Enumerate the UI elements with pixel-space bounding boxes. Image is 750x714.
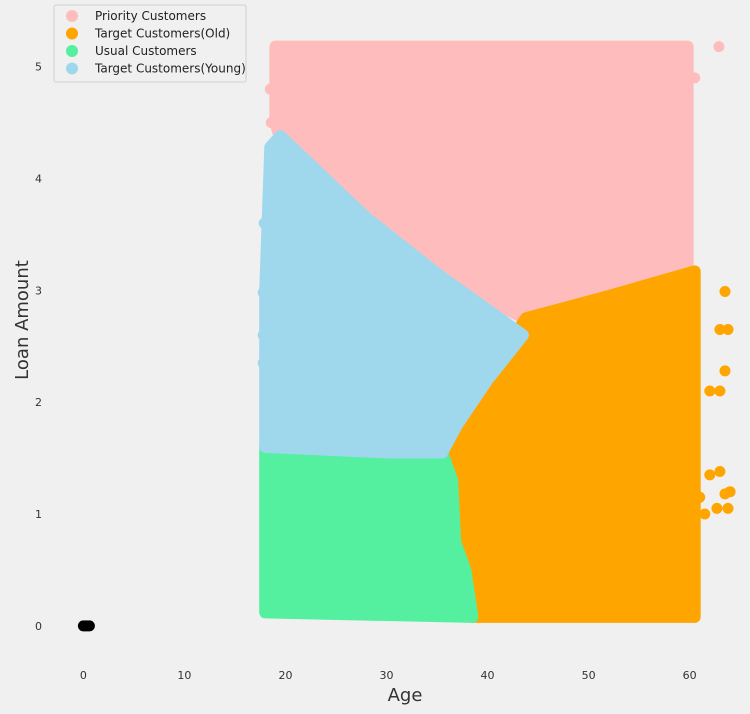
cluster-region-target-customers-young <box>259 130 529 459</box>
scatter-point-target-customers-young-3 <box>257 357 269 369</box>
legend-label-target-customers-old: Target Customers(Old) <box>94 27 230 41</box>
scatter-point-priority-customers-1 <box>265 117 277 129</box>
y-tick-labels: 0 1 2 3 4 5 <box>35 61 42 633</box>
scatter-point-target-customers-old-1 <box>714 324 726 335</box>
x-tick-label: 50 <box>582 669 596 682</box>
x-tick-label: 40 <box>481 669 495 682</box>
legend-marker-target-customers-young <box>66 62 78 75</box>
scatter-point-target-customers-old-2 <box>722 324 734 335</box>
scatter-point-target-customers-old-9 <box>711 502 723 514</box>
legend-label-target-customers-young: Target Customers(Young) <box>94 62 246 76</box>
scatter-point-target-customers-old-0 <box>719 286 731 297</box>
scatter-point-unlabeled-3 <box>83 620 95 632</box>
scatter-point-target-customers-old-7 <box>714 466 726 477</box>
scatter-point-target-customers-old-5 <box>714 385 726 397</box>
y-tick-label: 3 <box>35 284 42 297</box>
scatter-point-target-customers-old-8 <box>699 508 711 520</box>
scatter-point-target-customers-old-4 <box>704 385 716 397</box>
scatter-point-target-customers-old-13 <box>724 486 736 498</box>
scatter-point-target-customers-young-0 <box>258 217 270 229</box>
cluster-region-usual-customers <box>259 440 479 623</box>
cluster-regions <box>259 40 701 623</box>
scatter-point-target-customers-old-6 <box>704 469 716 481</box>
scatter-point-target-customers-young-2 <box>257 329 269 341</box>
legend-marker-usual-customers <box>66 45 78 57</box>
x-axis-label: Age <box>388 685 423 706</box>
x-tick-label: 20 <box>279 669 293 682</box>
y-tick-label: 2 <box>35 396 42 409</box>
x-tick-labels: 0 10 20 30 40 50 60 <box>80 669 697 682</box>
scatter-point-target-customers-young-1 <box>257 287 269 299</box>
y-tick-label: 0 <box>35 620 42 633</box>
x-tick-label: 60 <box>683 669 697 682</box>
legend: Priority Customers Target Customers(Old) U… <box>53 4 247 83</box>
cluster-points <box>77 41 736 632</box>
y-tick-label: 4 <box>35 173 42 186</box>
legend-label-usual-customers: Usual Customers <box>95 44 197 58</box>
scatter-point-usual-customers-0 <box>465 609 477 621</box>
scatter-point-priority-customers-0 <box>264 83 276 95</box>
legend-marker-priority-customers <box>66 10 78 22</box>
y-axis-label: Loan Amount <box>12 260 33 380</box>
x-tick-label: 10 <box>177 669 191 682</box>
x-tick-label: 0 <box>80 669 87 682</box>
scatter-point-priority-customers-2 <box>689 72 701 84</box>
legend-box <box>53 4 247 83</box>
y-tick-label: 1 <box>35 508 42 521</box>
legend-label-priority-customers: Priority Customers <box>95 9 206 23</box>
scatter-point-target-customers-old-10 <box>722 502 734 514</box>
x-tick-label: 30 <box>380 669 394 682</box>
scatter-point-target-customers-old-3 <box>719 365 731 377</box>
y-tick-label: 5 <box>35 61 42 74</box>
legend-marker-target-customers-old <box>66 27 78 40</box>
scatter-point-target-customers-old-12 <box>694 491 706 503</box>
scatter-point-priority-customers-3 <box>713 41 725 53</box>
